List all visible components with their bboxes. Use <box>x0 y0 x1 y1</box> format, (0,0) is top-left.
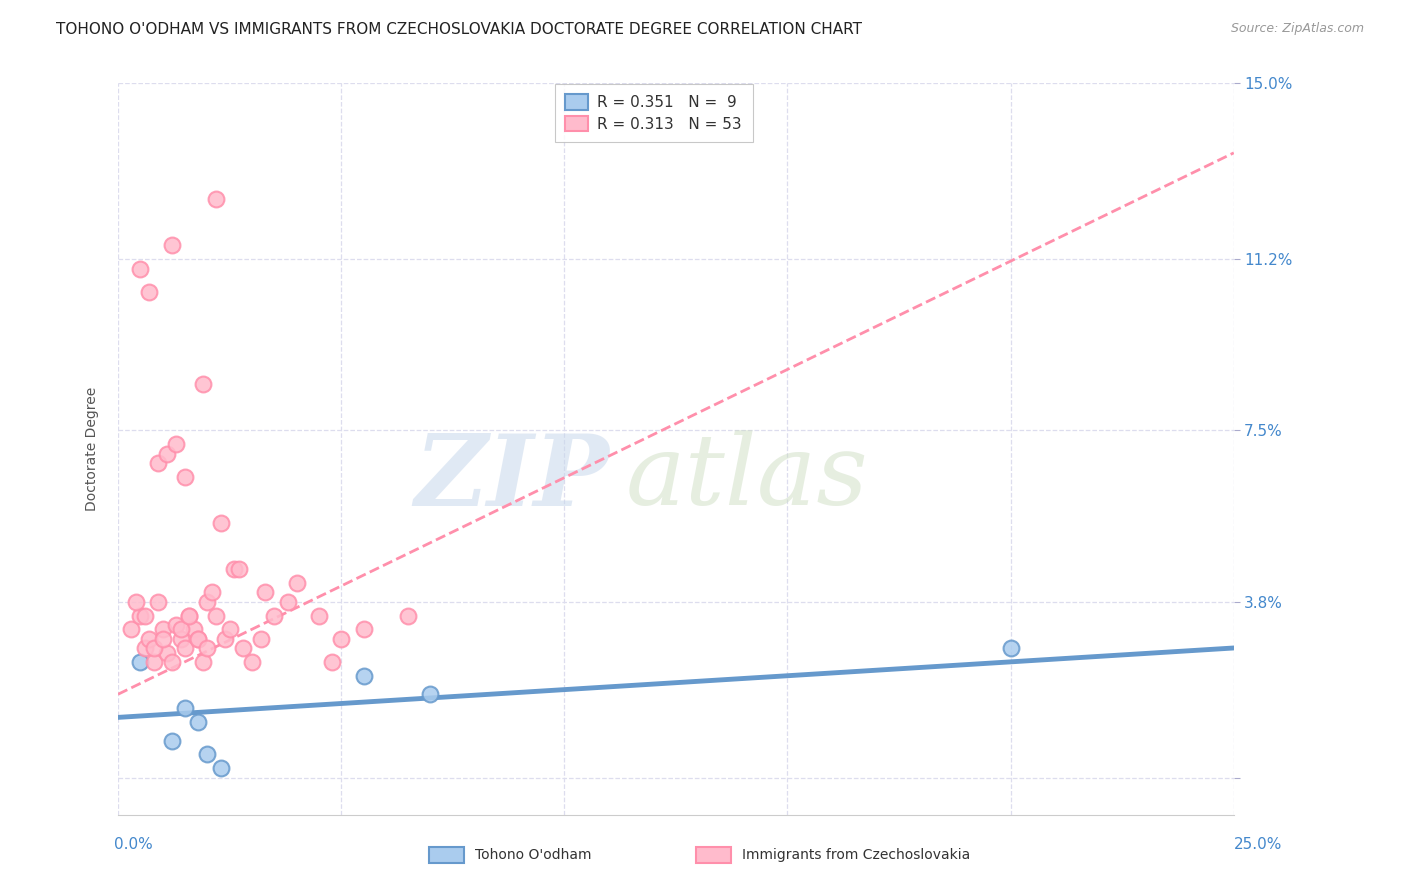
Point <box>254 585 277 599</box>
Point <box>353 623 375 637</box>
Text: Source: ZipAtlas.com: Source: ZipAtlas.com <box>1230 22 1364 36</box>
Point <box>232 640 254 655</box>
Point <box>142 655 165 669</box>
Point <box>148 595 170 609</box>
Point <box>138 285 160 299</box>
Point <box>169 623 191 637</box>
Point <box>205 608 228 623</box>
Point <box>191 377 214 392</box>
Point <box>152 623 174 637</box>
Point <box>165 617 187 632</box>
Text: Tohono O'odham: Tohono O'odham <box>475 848 592 863</box>
Point <box>174 640 197 655</box>
Point <box>187 714 209 729</box>
Point <box>240 655 263 669</box>
Point <box>134 640 156 655</box>
Point <box>174 701 197 715</box>
Point <box>263 608 285 623</box>
Text: ZIP: ZIP <box>413 430 609 526</box>
Point <box>321 655 343 669</box>
Point <box>191 655 214 669</box>
Point <box>156 447 179 461</box>
Point <box>169 632 191 646</box>
Point <box>138 632 160 646</box>
Point <box>179 608 201 623</box>
Point <box>195 595 218 609</box>
Point <box>134 608 156 623</box>
Point <box>353 669 375 683</box>
Point <box>330 632 353 646</box>
Text: 25.0%: 25.0% <box>1234 837 1282 852</box>
Point <box>156 646 179 660</box>
Point <box>1000 640 1022 655</box>
Point <box>129 608 152 623</box>
Point <box>250 632 273 646</box>
Text: TOHONO O'ODHAM VS IMMIGRANTS FROM CZECHOSLOVAKIA DOCTORATE DEGREE CORRELATION CH: TOHONO O'ODHAM VS IMMIGRANTS FROM CZECHO… <box>56 22 862 37</box>
Text: Immigrants from Czechoslovakia: Immigrants from Czechoslovakia <box>742 848 970 863</box>
Point <box>205 192 228 206</box>
Point <box>129 261 152 276</box>
Point <box>183 623 205 637</box>
Point <box>195 640 218 655</box>
Point <box>222 562 245 576</box>
Point <box>209 516 232 530</box>
Point <box>174 469 197 483</box>
Point <box>396 608 419 623</box>
Point <box>160 733 183 747</box>
Point <box>148 456 170 470</box>
Point <box>187 632 209 646</box>
Point <box>214 632 236 646</box>
Point <box>129 655 152 669</box>
Point <box>209 761 232 775</box>
Y-axis label: Doctorate Degree: Doctorate Degree <box>86 387 100 511</box>
Text: 0.0%: 0.0% <box>114 837 153 852</box>
Point <box>285 576 308 591</box>
Point <box>160 238 183 252</box>
Point <box>152 632 174 646</box>
Point <box>120 623 142 637</box>
Point <box>218 623 240 637</box>
Point <box>165 437 187 451</box>
Legend: R = 0.351   N =  9, R = 0.313   N = 53: R = 0.351 N = 9, R = 0.313 N = 53 <box>554 84 752 143</box>
Point <box>160 655 183 669</box>
Point <box>277 595 299 609</box>
Point <box>195 747 218 762</box>
Point <box>308 608 330 623</box>
Point <box>228 562 250 576</box>
Text: atlas: atlas <box>626 431 869 526</box>
Point <box>187 632 209 646</box>
Point <box>125 595 148 609</box>
Point <box>419 687 441 701</box>
Point <box>201 585 224 599</box>
Point <box>142 640 165 655</box>
Point <box>179 608 201 623</box>
